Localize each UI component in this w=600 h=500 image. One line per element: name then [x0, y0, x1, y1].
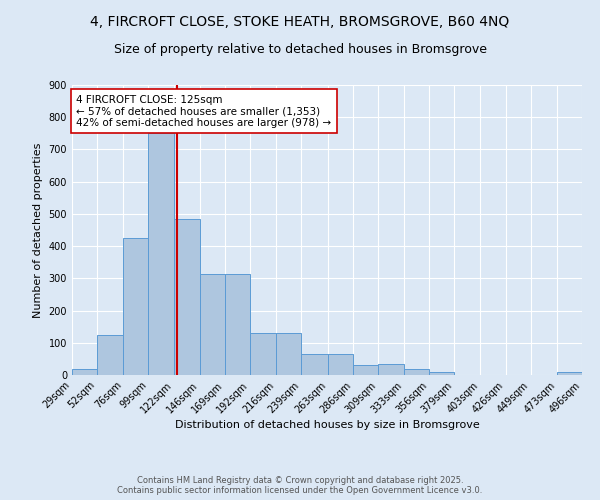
Bar	[353, 366, 378, 375]
Bar	[276, 333, 301, 375]
X-axis label: Distribution of detached houses by size in Bromsgrove: Distribution of detached houses by size …	[175, 420, 479, 430]
Text: 4, FIRCROFT CLOSE, STOKE HEATH, BROMSGROVE, B60 4NQ: 4, FIRCROFT CLOSE, STOKE HEATH, BROMSGRO…	[91, 15, 509, 29]
Bar	[124, 238, 148, 375]
Bar	[72, 368, 97, 375]
Bar	[148, 134, 173, 375]
Bar	[404, 368, 429, 375]
Text: Contains HM Land Registry data © Crown copyright and database right 2025.
Contai: Contains HM Land Registry data © Crown c…	[118, 476, 482, 495]
Bar	[173, 218, 200, 375]
Bar	[378, 364, 404, 375]
Bar	[429, 372, 454, 375]
Bar	[225, 274, 250, 375]
Bar	[301, 354, 328, 375]
Bar	[250, 333, 276, 375]
Bar	[557, 372, 582, 375]
Bar	[97, 334, 124, 375]
Text: Size of property relative to detached houses in Bromsgrove: Size of property relative to detached ho…	[113, 42, 487, 56]
Bar	[328, 354, 353, 375]
Text: 4 FIRCROFT CLOSE: 125sqm
← 57% of detached houses are smaller (1,353)
42% of sem: 4 FIRCROFT CLOSE: 125sqm ← 57% of detach…	[76, 94, 331, 128]
Y-axis label: Number of detached properties: Number of detached properties	[33, 142, 43, 318]
Bar	[200, 274, 225, 375]
